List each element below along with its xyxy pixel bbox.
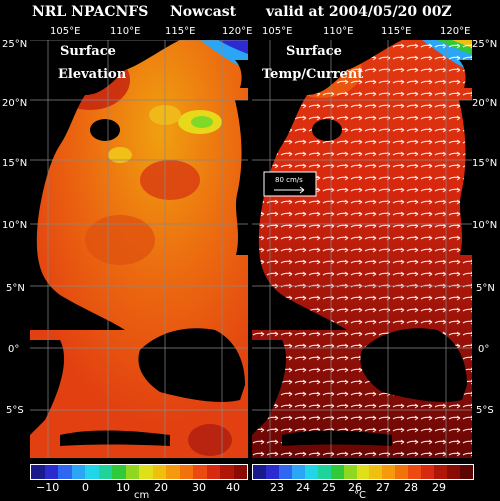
lon-tick: 120°E — [440, 26, 471, 37]
lon-tick: 105°E — [50, 26, 81, 37]
lat-tick: 5°S — [6, 405, 24, 416]
colorbar-swatch — [304, 465, 318, 479]
colorbar-swatch — [112, 465, 126, 479]
lat-tick: 20°N — [472, 98, 498, 109]
colorbar-swatch — [233, 465, 247, 479]
colorbar-swatch — [58, 465, 72, 479]
lat-tick: 25°N — [472, 39, 498, 50]
colorbar-swatch — [98, 465, 112, 479]
colorbar-swatch — [408, 465, 422, 479]
velocity-scale-label: 80 cm/s — [275, 176, 303, 184]
colorbar-label: 30 — [192, 481, 206, 494]
colorbar-swatch — [447, 465, 460, 479]
colorbar-label: −10 — [36, 481, 60, 494]
colorbar-label: 29 — [432, 481, 446, 494]
elevation-colorbar — [30, 464, 248, 480]
colorbar-swatch — [125, 465, 139, 479]
lon-tick: 110°E — [110, 26, 141, 37]
lon-tick: 115°E — [381, 26, 412, 37]
lat-tick: 5°N — [476, 283, 495, 294]
colorbar-label: 23 — [270, 481, 284, 494]
colorbar-swatch — [291, 465, 305, 479]
colorbar-swatch — [369, 465, 383, 479]
lat-tick: 25°N — [2, 39, 28, 50]
colorbar-swatch — [395, 465, 409, 479]
colorbar-swatch — [85, 465, 99, 479]
panel-title: Elevation — [58, 67, 127, 82]
colorbar-swatch — [460, 465, 473, 479]
colorbar-label: 24 — [296, 481, 310, 494]
surface-temp-current-map: Surface Temp/Current 80 cm/s — [252, 40, 472, 458]
valid-time: valid at 2004/05/20 00Z — [266, 4, 452, 20]
colorbar-swatch — [206, 465, 220, 479]
colorbar-swatch — [343, 465, 357, 479]
colorbar-swatch — [44, 465, 58, 479]
surface-elevation-map: Surface Elevation — [30, 40, 248, 458]
lon-tick: 115°E — [165, 26, 196, 37]
colorbar-label: 26 — [348, 481, 362, 494]
colorbar-swatch — [317, 465, 331, 479]
lon-tick: 105°E — [262, 26, 293, 37]
colorbar-swatch — [421, 465, 435, 479]
colorbar-swatch — [220, 465, 234, 479]
forecast-type: Nowcast — [170, 4, 237, 20]
colorbar-swatch — [139, 465, 153, 479]
colorbar-swatch — [193, 465, 207, 479]
colorbar-label: 0 — [82, 481, 89, 494]
lat-tick: 10°N — [472, 220, 498, 231]
colorbar-swatch — [71, 465, 85, 479]
lat-tick: 5°N — [6, 283, 25, 294]
colorbar-swatch — [166, 465, 180, 479]
panel-title: Surface — [286, 44, 342, 59]
colorbar-unit: cm — [134, 490, 150, 501]
colorbar-swatch — [152, 465, 166, 479]
colorbar-swatch — [31, 465, 45, 479]
lat-tick: 15°N — [2, 158, 28, 169]
lon-tick: 110°E — [323, 26, 354, 37]
lat-tick: 15°N — [472, 158, 498, 169]
lat-tick: 0° — [8, 344, 20, 355]
panel-title: Surface — [60, 44, 116, 59]
colorbar-swatch — [356, 465, 370, 479]
colorbar-swatch — [179, 465, 193, 479]
colorbar-label: 27 — [376, 481, 390, 494]
lat-tick: 0° — [478, 344, 490, 355]
colorbar-swatch — [382, 465, 396, 479]
colorbar-swatch — [253, 465, 266, 479]
colorbar-label: 40 — [226, 481, 240, 494]
lat-tick: 10°N — [2, 220, 28, 231]
colorbar-swatch — [265, 465, 279, 479]
lat-tick: 20°N — [2, 98, 28, 109]
temperature-colorbar — [252, 464, 474, 480]
colorbar-swatch — [434, 465, 448, 479]
colorbar-swatch — [330, 465, 344, 479]
colorbar-label: 20 — [154, 481, 168, 494]
panel-title: Temp/Current — [262, 67, 364, 82]
colorbar-unit: °C — [354, 490, 366, 501]
colorbar-label: 28 — [404, 481, 418, 494]
colorbar-swatch — [278, 465, 292, 479]
lat-tick: 5°S — [476, 405, 494, 416]
lon-tick: 120°E — [222, 26, 253, 37]
colorbar-label: 10 — [116, 481, 130, 494]
product-title: NRL NPACNFS — [32, 4, 149, 20]
colorbar-label: 25 — [322, 481, 336, 494]
